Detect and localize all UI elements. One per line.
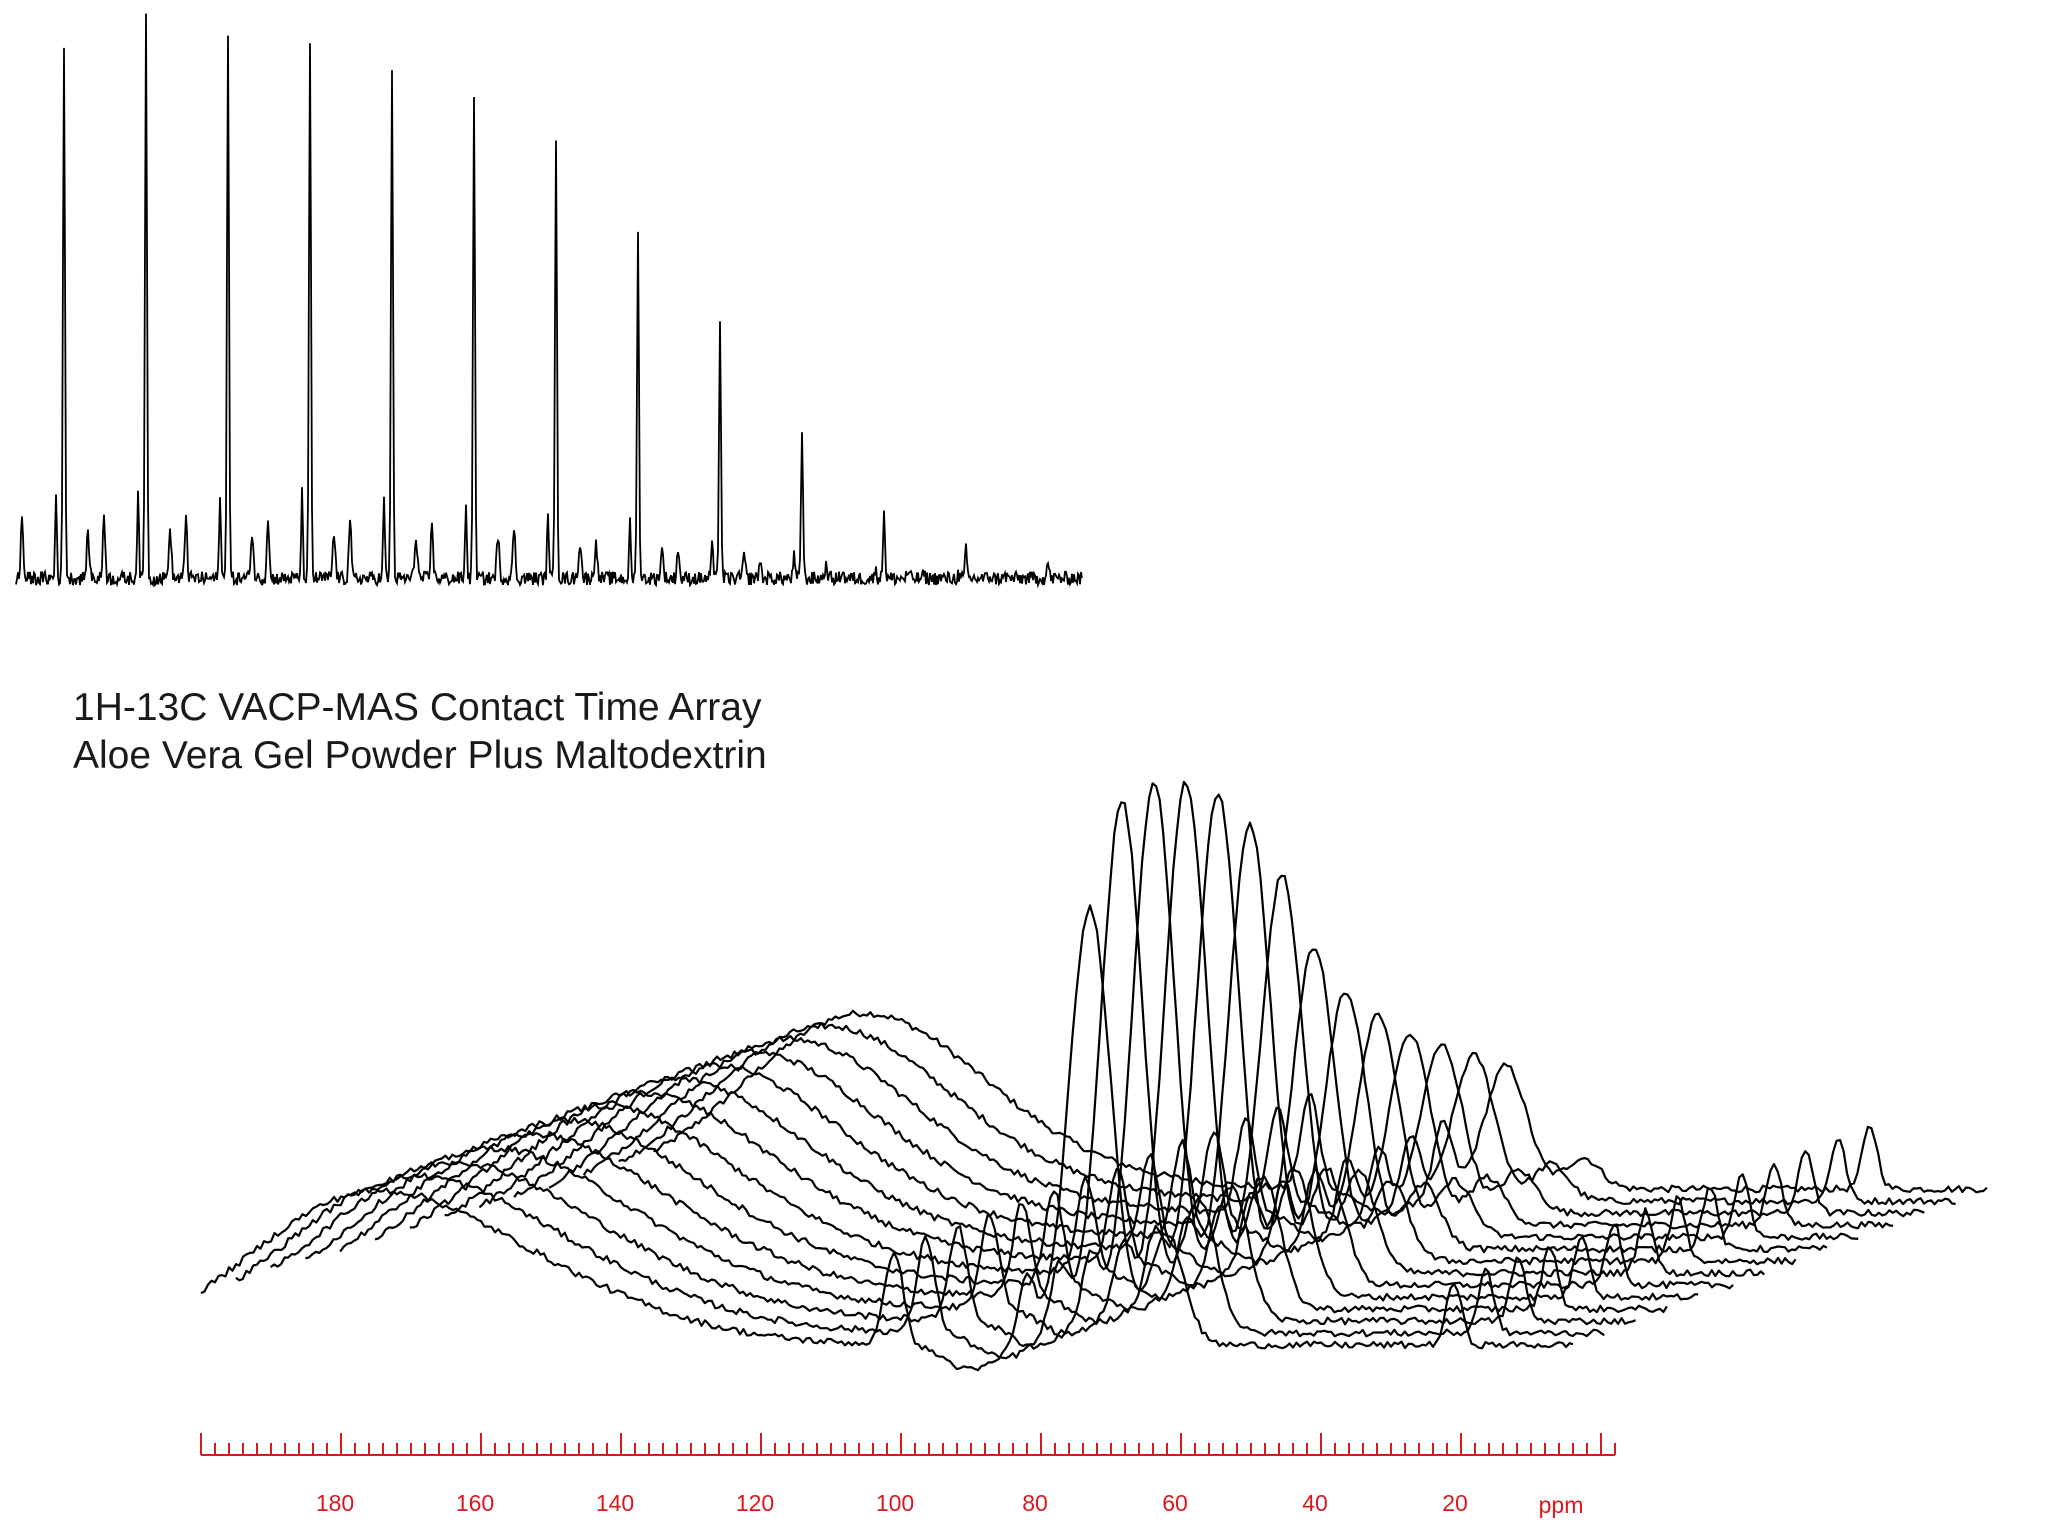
stacked-spectrum-trace <box>374 821 1734 1312</box>
axis-unit-label: ppm <box>1539 1492 1584 1518</box>
stacked-spectrum-trace <box>444 948 1797 1290</box>
stacked-spectrum-trace <box>200 904 1574 1372</box>
tick-label: 80 <box>1022 1490 1048 1516</box>
stacked-spectrum-trace <box>235 801 1605 1360</box>
stacked-spectrum-trace <box>305 780 1668 1337</box>
tick-label: 40 <box>1302 1490 1328 1516</box>
tick-label: 140 <box>596 1490 634 1516</box>
chart-title-line-2: Aloe Vera Gel Powder Plus Maltodextrin <box>73 734 767 777</box>
stacked-spectrum-trace <box>582 1034 1925 1243</box>
stacked-spectrum-trace <box>269 782 1637 1350</box>
inset-spectrum-array <box>15 13 1083 589</box>
tick-label: 100 <box>876 1490 914 1516</box>
chart-title-line-1: 1H-13C VACP-MAS Contact Time Array <box>73 686 762 729</box>
inset-spectrum-trace <box>15 13 1083 589</box>
stacked-spectrum-trace <box>409 874 1766 1302</box>
stacked-spectra <box>200 780 1988 1372</box>
ppm-axis: 180 160 140 120 100 80 60 40 20 ppm <box>200 1433 1616 1518</box>
tick-label: 180 <box>316 1490 354 1516</box>
tick-label: 60 <box>1162 1490 1188 1516</box>
tick-label: 120 <box>736 1490 774 1516</box>
stacked-spectrum-trace <box>653 1009 1988 1217</box>
stacked-spectrum-trace <box>339 793 1699 1326</box>
stacked-spectrum-trace <box>548 1033 1894 1254</box>
tick-label: 20 <box>1442 1490 1468 1516</box>
tick-label: 160 <box>456 1490 494 1516</box>
